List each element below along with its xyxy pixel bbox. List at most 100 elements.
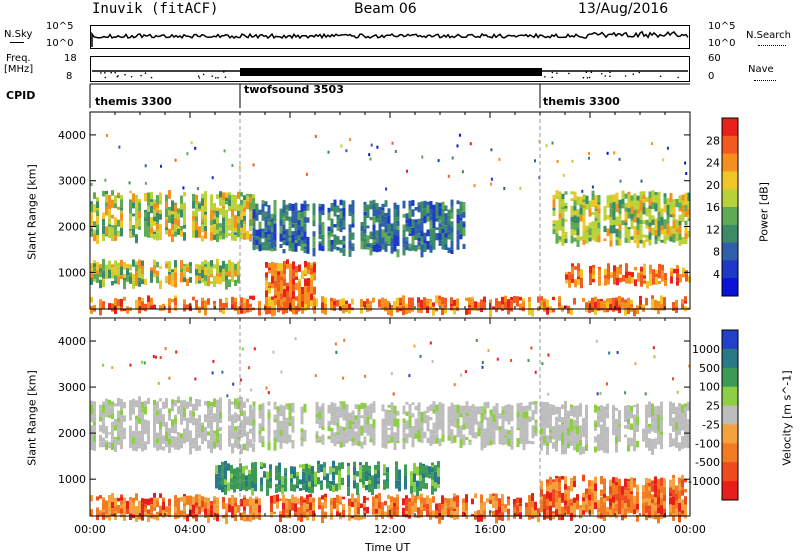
echo-cell <box>471 304 474 311</box>
echo-cell <box>660 213 664 217</box>
echo-cell <box>129 433 132 443</box>
echo-cell <box>480 494 483 498</box>
echo-cell <box>513 504 516 508</box>
echo-cell <box>594 301 597 309</box>
echo-cell <box>360 441 364 449</box>
echo-cell <box>249 428 252 434</box>
echo-cell <box>570 213 574 217</box>
echo-cell <box>645 238 649 242</box>
echo-cell <box>431 475 434 480</box>
echo-cell <box>252 414 256 420</box>
echo-cell <box>606 203 610 208</box>
echo-cell <box>636 239 640 249</box>
echo-cell <box>102 499 105 503</box>
echo-cell <box>295 286 298 291</box>
echo-cell <box>615 219 619 226</box>
echo-cell <box>159 429 162 436</box>
nave-dot <box>551 71 554 74</box>
echo-cell <box>603 502 606 507</box>
echo-cell <box>141 260 144 266</box>
echo-cell <box>372 407 376 413</box>
echo-cell <box>313 277 316 281</box>
echo-cell <box>411 209 415 217</box>
echo-cell <box>426 213 430 217</box>
echo-cell <box>312 295 315 299</box>
echo-cell <box>630 405 633 412</box>
scatter-point <box>394 150 397 153</box>
echo-cell <box>624 193 628 199</box>
echo-cell <box>660 301 663 304</box>
echo-cell <box>283 278 286 287</box>
echo-cell <box>132 444 135 451</box>
echo-cell <box>295 305 298 315</box>
echo-cell <box>618 492 621 499</box>
echo-cell <box>371 475 374 483</box>
echo-cell <box>222 199 225 206</box>
echo-cell <box>447 423 451 430</box>
echo-cell <box>426 406 430 411</box>
echo-cell <box>295 266 298 273</box>
echo-cell <box>300 218 304 227</box>
echo-cell <box>603 406 606 412</box>
echo-cell <box>323 462 326 468</box>
nave-dot <box>224 76 227 78</box>
echo-cell <box>603 478 606 486</box>
echo-cell <box>619 277 622 283</box>
echo-cell <box>120 428 123 437</box>
echo-cell <box>543 515 546 520</box>
echo-cell <box>369 406 373 411</box>
echo-cell <box>558 210 562 214</box>
echo-cell <box>198 415 201 424</box>
echo-cell <box>186 495 189 502</box>
echo-cell <box>417 302 420 308</box>
echo-cell <box>420 493 423 497</box>
echo-cell <box>312 203 316 209</box>
echo-cell <box>363 211 367 216</box>
echo-cell <box>327 244 331 248</box>
echo-cell <box>330 297 333 302</box>
echo-cell <box>366 235 370 244</box>
echo-cell <box>555 406 558 413</box>
echo-cell <box>419 462 422 470</box>
scatter-point <box>605 382 608 386</box>
echo-cell <box>228 437 231 447</box>
echo-cell <box>672 220 676 229</box>
echo-cell <box>174 414 177 418</box>
echo-cell <box>108 495 111 504</box>
echo-cell <box>492 426 496 431</box>
echo-cell <box>459 220 463 229</box>
nsky-line <box>91 30 689 47</box>
echo-cell <box>429 215 433 221</box>
echo-cell <box>300 406 304 412</box>
echo-cell <box>234 279 237 286</box>
echo-cell <box>303 497 306 500</box>
echo-cell <box>123 296 126 301</box>
echo-cell <box>348 420 352 429</box>
echo-cell <box>277 291 280 298</box>
nave-dot <box>114 71 116 74</box>
echo-cell <box>645 482 648 492</box>
echo-cell <box>108 222 111 225</box>
echo-cell <box>486 401 490 409</box>
echo-cell <box>240 307 243 314</box>
nsky-label: N.Sky <box>4 29 33 40</box>
echo-cell <box>237 401 240 410</box>
echo-cell <box>298 264 301 272</box>
echo-cell <box>498 429 502 439</box>
echo-cell <box>534 422 538 427</box>
echo-cell <box>294 496 297 504</box>
echo-cell <box>645 502 648 506</box>
echo-cell <box>297 507 300 515</box>
colorbar-tick-label: 16 <box>706 201 720 214</box>
echo-cell <box>429 298 432 301</box>
echo-cell <box>114 424 117 431</box>
echo-cell <box>90 400 93 405</box>
echo-cell <box>434 473 437 483</box>
echo-cell <box>408 404 412 411</box>
echo-cell <box>233 468 236 476</box>
echo-cell <box>390 223 394 232</box>
echo-cell <box>645 219 649 226</box>
echo-cell <box>377 461 380 465</box>
echo-cell <box>507 434 511 439</box>
echo-cell <box>213 413 216 423</box>
